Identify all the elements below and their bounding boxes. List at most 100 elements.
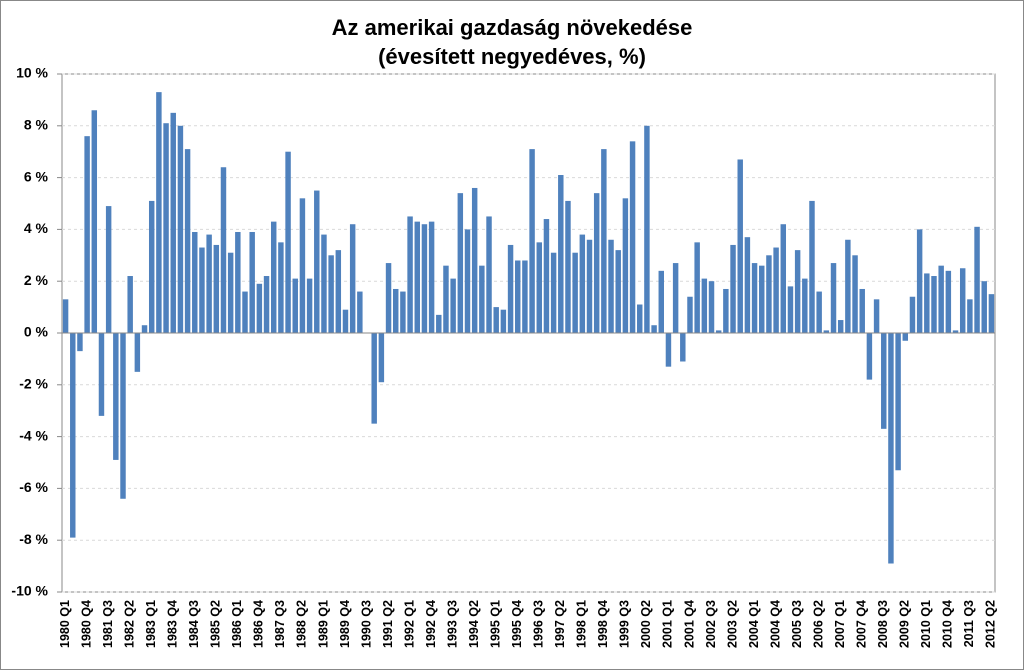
bar — [974, 226, 980, 333]
x-tick-label: 1993 Q3 — [445, 600, 459, 648]
x-tick-label: 2004 Q1 — [747, 600, 761, 648]
bar — [579, 234, 586, 333]
bar — [450, 278, 456, 333]
bar — [967, 299, 973, 333]
bar — [227, 252, 234, 333]
x-tick-label: 1996 Q3 — [532, 600, 546, 648]
x-tick-label: 1997 Q2 — [553, 600, 567, 648]
bar — [436, 314, 442, 333]
bar — [285, 151, 291, 333]
bar — [565, 200, 571, 333]
chart-title: Az amerikai gazdaság növekedése — [332, 15, 693, 40]
bar — [924, 273, 930, 333]
bar — [292, 278, 298, 333]
x-tick-label: 2007 Q4 — [855, 600, 869, 648]
bar — [127, 276, 133, 333]
bar — [816, 291, 822, 333]
bar — [737, 159, 743, 333]
bar — [536, 242, 542, 333]
x-tick-label: 1980 Q1 — [58, 600, 72, 648]
bar — [751, 263, 758, 333]
bar — [529, 149, 535, 333]
bar — [730, 244, 736, 333]
bar — [859, 288, 865, 333]
bar — [680, 333, 686, 362]
bar — [479, 265, 485, 333]
bar — [615, 250, 621, 333]
bar — [77, 333, 83, 352]
x-tick-label: 1994 Q2 — [467, 600, 481, 648]
y-tick-label: 0 % — [24, 324, 49, 340]
y-tick-label: 2 % — [24, 272, 49, 288]
bar — [938, 265, 944, 333]
x-tick-label: 1987 Q3 — [273, 600, 287, 648]
bar — [120, 333, 126, 499]
bar — [945, 270, 952, 333]
x-tick-label: 1986 Q1 — [230, 600, 244, 648]
bar — [759, 265, 765, 333]
bar — [486, 216, 492, 333]
y-tick-label: -4 % — [19, 427, 48, 443]
bar — [314, 190, 320, 333]
bar — [385, 263, 392, 333]
chart-subtitle: (évesített negyedéves, %) — [378, 44, 646, 69]
bar — [572, 252, 578, 333]
bar — [113, 333, 119, 460]
x-tick-label: 2008 Q3 — [876, 600, 890, 648]
bar — [184, 149, 191, 333]
bar — [70, 333, 76, 538]
bar — [199, 247, 205, 333]
bar — [608, 239, 614, 333]
bar — [931, 276, 937, 333]
y-tick-label: 6 % — [24, 168, 49, 184]
y-tick-label: -2 % — [19, 376, 48, 392]
bar — [500, 309, 507, 333]
bar — [170, 112, 176, 333]
x-tick-label: 1980 Q4 — [79, 600, 93, 648]
bar — [235, 231, 241, 333]
x-tick-label: 1988 Q2 — [295, 600, 309, 648]
bar — [909, 296, 916, 333]
bar — [263, 276, 270, 333]
x-tick-label: 1995 Q4 — [510, 600, 524, 648]
bar — [881, 333, 887, 429]
x-tick-label: 1983 Q1 — [144, 600, 158, 648]
bar — [421, 224, 428, 333]
bar — [981, 281, 987, 333]
bar — [637, 304, 643, 333]
bar — [471, 187, 478, 333]
bar — [550, 252, 557, 333]
bar — [651, 325, 657, 333]
x-tick-label: 1990 Q3 — [359, 600, 373, 648]
x-tick-label: 2000 Q2 — [639, 600, 653, 648]
bar — [622, 198, 629, 333]
x-tick-label: 1992 Q4 — [424, 600, 438, 648]
bar — [464, 229, 471, 333]
y-tick-label: 10 % — [16, 65, 48, 81]
x-tick-label: 1989 Q1 — [316, 600, 330, 648]
bar — [773, 247, 779, 333]
bar — [256, 283, 263, 333]
x-tick-label: 2002 Q3 — [704, 600, 718, 648]
x-tick-label: 2001 Q4 — [682, 600, 696, 648]
x-tick-label: 2010 Q4 — [941, 600, 955, 648]
bar — [392, 288, 399, 333]
bar — [278, 242, 284, 333]
bar — [206, 234, 212, 333]
x-tick-label: 2012 Q2 — [984, 600, 998, 648]
bar — [902, 333, 909, 341]
bar — [845, 239, 851, 333]
bar — [335, 250, 342, 333]
bar — [644, 125, 650, 333]
bar — [443, 265, 449, 333]
bar — [98, 333, 105, 416]
x-tick-label: 1985 Q2 — [209, 600, 223, 648]
x-tick-label: 2006 Q2 — [811, 600, 825, 648]
y-tick-label: 4 % — [24, 220, 49, 236]
bar — [988, 294, 995, 333]
x-tick-label: 2001 Q1 — [661, 600, 675, 648]
bar — [701, 278, 708, 333]
x-tick-label: 2010 Q1 — [919, 600, 933, 648]
bar — [249, 231, 255, 333]
